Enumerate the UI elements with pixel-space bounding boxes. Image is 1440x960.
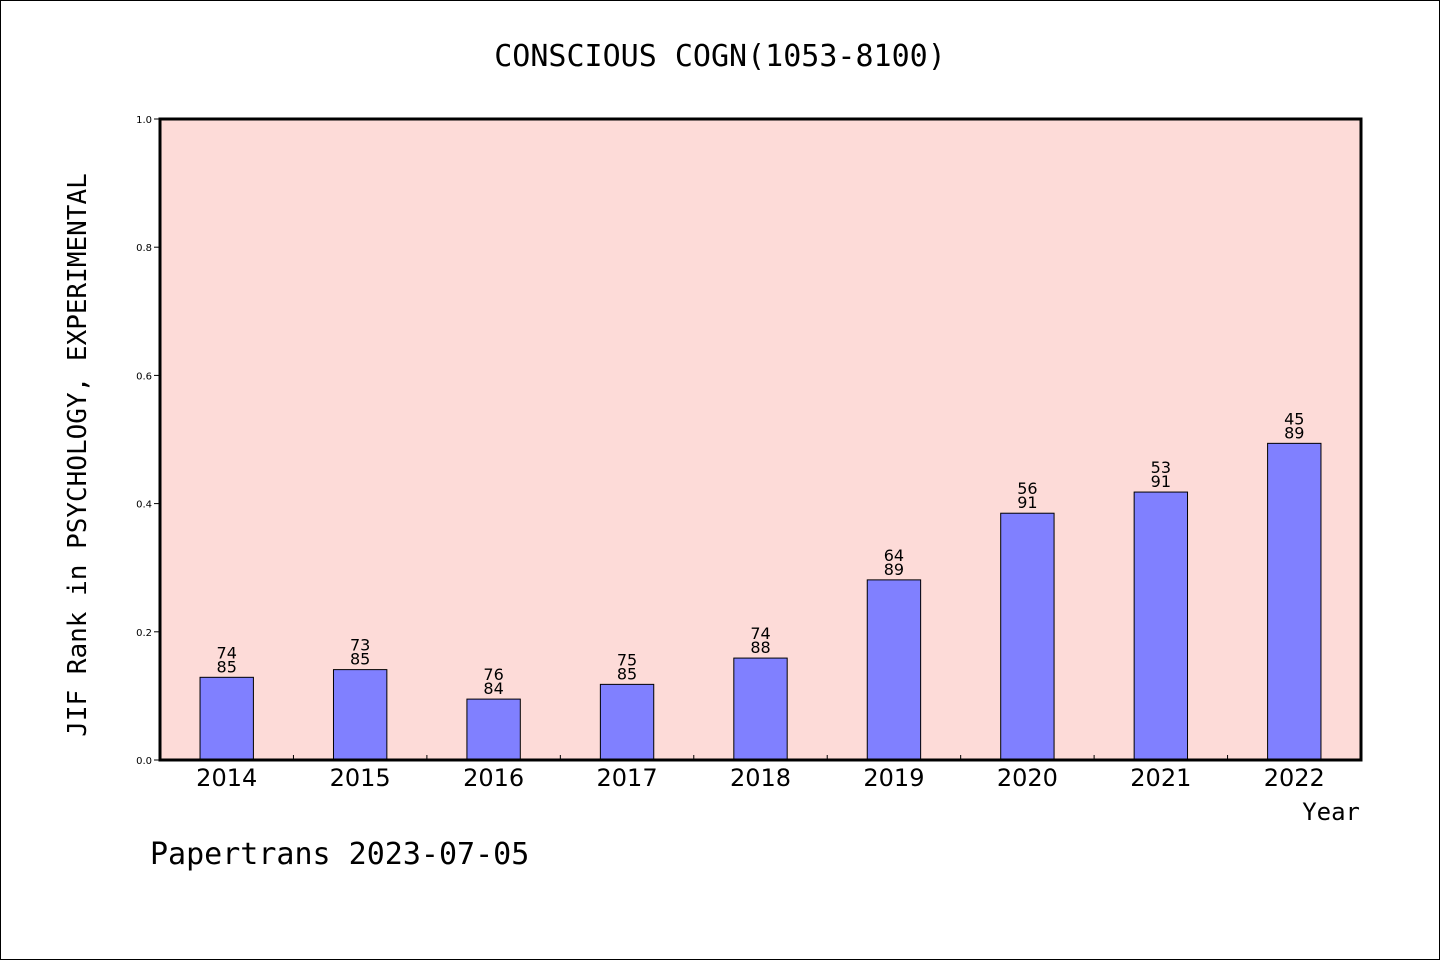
x-tick-label: 2018 xyxy=(730,764,791,792)
x-axis-ticks: 2014 2015 2016 2017 2018 2019 2020 2021 2022 xyxy=(196,755,1325,792)
data-label-rank: 74 xyxy=(750,624,770,643)
data-label-total: 89 xyxy=(1284,423,1304,442)
chart-title: CONSCIOUS COGN(1053-8100) xyxy=(494,39,946,74)
x-tick-label: 2019 xyxy=(863,764,924,792)
bar-2020 xyxy=(1000,512,1055,761)
bars xyxy=(199,442,1322,761)
bar-2018 xyxy=(733,657,788,761)
data-label-total: 85 xyxy=(617,664,637,683)
bar-2022 xyxy=(1267,442,1322,761)
y-tick-label: 0.6 xyxy=(136,371,152,382)
y-axis-ticks: 0.0 0.2 0.4 0.6 0.8 1.0 xyxy=(136,115,160,767)
data-label-rank: 76 xyxy=(483,665,503,684)
y-tick-label: 0.4 xyxy=(136,500,152,511)
data-label-total: 91 xyxy=(1017,493,1037,512)
data-label-rank: 73 xyxy=(350,636,370,655)
data-label-total: 85 xyxy=(217,657,237,676)
data-label-total: 89 xyxy=(884,560,904,579)
bar-2017 xyxy=(599,683,655,761)
y-tick-label: 0.2 xyxy=(136,628,152,639)
data-label-rank: 74 xyxy=(217,643,237,662)
bar-2014 xyxy=(199,676,254,761)
x-tick-label: 2020 xyxy=(997,764,1058,792)
data-label-rank: 56 xyxy=(1017,479,1037,498)
bar-2021 xyxy=(1133,491,1189,761)
x-tick-label: 2022 xyxy=(1264,764,1325,792)
plot-border xyxy=(158,117,1363,762)
y-tick-label: 1.0 xyxy=(136,115,152,126)
x-tick-label: 2017 xyxy=(597,764,658,792)
y-tick-label: 0.0 xyxy=(136,756,152,767)
x-tick-label: 2014 xyxy=(196,764,257,792)
data-label-rank: 75 xyxy=(617,650,637,669)
x-axis-label: Year xyxy=(1302,798,1360,826)
data-label-rank: 64 xyxy=(884,546,904,565)
data-label-total: 91 xyxy=(1151,472,1171,491)
data-label-total: 88 xyxy=(750,638,770,657)
bar-2016 xyxy=(466,698,521,761)
data-label-rank: 45 xyxy=(1284,409,1304,428)
footer-credit: Papertrans 2023-07-05 xyxy=(150,837,529,872)
data-label-rank: 53 xyxy=(1151,458,1171,477)
y-tick-label: 0.8 xyxy=(136,243,152,254)
y-axis-label: JIF Rank in PSYCHOLOGY, EXPERIMENTAL xyxy=(63,173,93,737)
bar-2015 xyxy=(332,669,388,761)
bar-2019 xyxy=(866,579,922,761)
x-tick-label: 2021 xyxy=(1130,764,1191,792)
x-tick-label: 2016 xyxy=(463,764,524,792)
data-label-total: 85 xyxy=(350,650,370,669)
data-label-total: 84 xyxy=(483,679,503,698)
x-tick-label: 2015 xyxy=(330,764,391,792)
